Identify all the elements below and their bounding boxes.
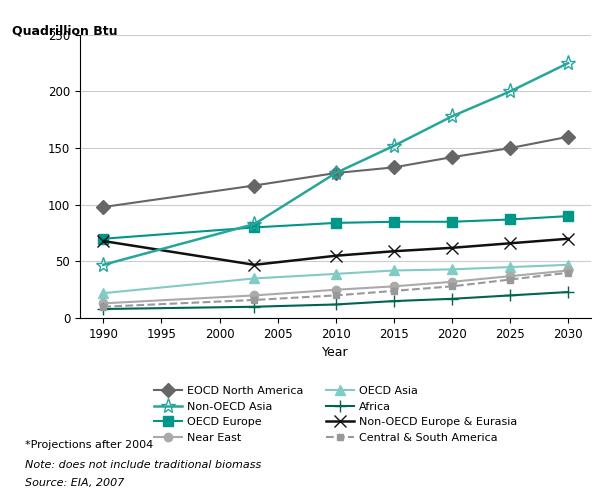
- Non-OECD Europe & Eurasia: [506, 241, 514, 247]
- OECD Europe: [332, 220, 339, 226]
- Non-OECD Europe & Eurasia: [390, 248, 397, 254]
- Africa: [100, 306, 107, 312]
- EOCD North America: [251, 182, 258, 188]
- Line: Africa: Africa: [97, 286, 574, 315]
- X-axis label: Year: Year: [322, 346, 349, 359]
- Africa: [448, 296, 456, 302]
- Non-OECD Europe & Eurasia: [448, 245, 456, 251]
- Near East: [564, 267, 572, 273]
- Non-OECD Europe & Eurasia: [251, 262, 258, 268]
- EOCD North America: [506, 145, 514, 151]
- Central & South America: [332, 292, 339, 298]
- Central & South America: [448, 283, 456, 289]
- Non-OECD Europe & Eurasia: [332, 253, 339, 259]
- EOCD North America: [448, 154, 456, 160]
- OECD Asia: [332, 271, 339, 277]
- Non-OECD Asia: [100, 262, 107, 268]
- Near East: [332, 287, 339, 293]
- Non-OECD Europe & Eurasia: [100, 238, 107, 244]
- Near East: [448, 279, 456, 285]
- Non-OECD Europe & Eurasia: [564, 236, 572, 242]
- Line: Near East: Near East: [99, 266, 572, 308]
- EOCD North America: [564, 134, 572, 140]
- Central & South America: [390, 288, 397, 294]
- Line: Non-OECD Europe & Eurasia: Non-OECD Europe & Eurasia: [97, 233, 574, 271]
- Central & South America: [100, 304, 107, 310]
- Central & South America: [251, 297, 258, 303]
- Africa: [332, 302, 339, 308]
- Non-OECD Asia: [448, 113, 456, 119]
- Text: *Projections after 2004: *Projections after 2004: [25, 440, 153, 450]
- Line: Central & South America: Central & South America: [100, 269, 572, 310]
- Line: OECD Asia: OECD Asia: [99, 260, 573, 298]
- OECD Europe: [564, 213, 572, 219]
- Non-OECD Asia: [251, 221, 258, 227]
- Near East: [251, 292, 258, 298]
- OECD Asia: [564, 262, 572, 268]
- Central & South America: [564, 270, 572, 276]
- Line: OECD Europe: OECD Europe: [99, 211, 573, 244]
- Near East: [100, 300, 107, 306]
- Legend: EOCD North America, Non-OECD Asia, OECD Europe, Near East, OECD Asia, Africa, No: EOCD North America, Non-OECD Asia, OECD …: [154, 386, 517, 443]
- OECD Europe: [251, 225, 258, 231]
- OECD Asia: [448, 266, 456, 272]
- Central & South America: [506, 276, 514, 282]
- OECD Europe: [448, 219, 456, 225]
- EOCD North America: [100, 204, 107, 210]
- Line: Non-OECD Asia: Non-OECD Asia: [95, 56, 576, 272]
- Near East: [390, 283, 397, 289]
- Text: Note: does not include traditional biomass: Note: does not include traditional bioma…: [25, 460, 261, 470]
- Near East: [506, 273, 514, 279]
- OECD Europe: [390, 219, 397, 225]
- EOCD North America: [332, 170, 339, 176]
- Text: Quadrillion Btu: Quadrillion Btu: [12, 25, 118, 38]
- OECD Asia: [390, 267, 397, 273]
- Africa: [390, 298, 397, 304]
- Text: Source: EIA, 2007: Source: EIA, 2007: [25, 478, 124, 488]
- Line: EOCD North America: EOCD North America: [99, 132, 573, 212]
- OECD Asia: [506, 264, 514, 270]
- OECD Asia: [100, 290, 107, 296]
- Africa: [506, 292, 514, 298]
- OECD Asia: [251, 275, 258, 281]
- EOCD North America: [390, 165, 397, 170]
- Africa: [251, 304, 258, 310]
- OECD Europe: [506, 217, 514, 223]
- Non-OECD Asia: [390, 143, 397, 149]
- Non-OECD Asia: [332, 170, 339, 176]
- Non-OECD Asia: [506, 88, 514, 94]
- OECD Europe: [100, 236, 107, 242]
- Africa: [564, 289, 572, 295]
- Non-OECD Asia: [564, 60, 572, 66]
